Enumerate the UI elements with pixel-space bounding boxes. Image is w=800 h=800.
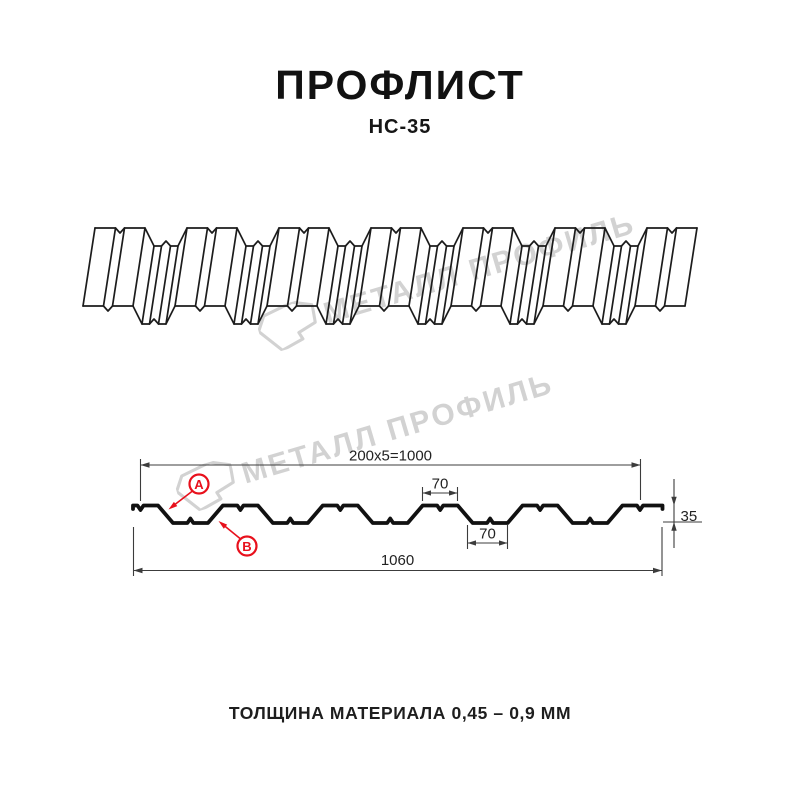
- profile-model-subtitle: НС-35: [368, 116, 432, 138]
- dimension-rib-top-width: 70: [421, 476, 459, 501]
- full-width-label: 1060: [381, 552, 414, 569]
- marker-b-label: В: [242, 539, 251, 554]
- rib-bottom-width-label: 70: [479, 526, 496, 543]
- modular-width-label: 200x5=1000: [349, 448, 432, 465]
- thickness-note: ТОЛЩИНА МАТЕРИАЛА 0,45 – 0,9 ММ: [228, 703, 572, 723]
- watermark-upper: МЕТАЛЛ ПРОФИЛЬ: [253, 202, 641, 355]
- metall-profil-logo-icon: [175, 460, 235, 512]
- watermark-lower: МЕТАЛЛ ПРОФИЛЬ: [171, 362, 559, 515]
- dimension-full-width: 1060: [132, 527, 663, 576]
- sheet-3d-drawing: [82, 227, 698, 325]
- marker-a-label: А: [194, 477, 204, 492]
- metall-profil-logo-icon: [257, 300, 317, 352]
- cross-section-drawing: 200x5=1000 70 70: [131, 448, 702, 576]
- dimension-rib-bottom-width: 70: [466, 525, 509, 549]
- marker-b: В: [218, 521, 258, 557]
- profile-height-label: 35: [681, 508, 698, 525]
- dimension-modular-width: 200x5=1000: [139, 448, 642, 501]
- rib-top-width-label: 70: [432, 476, 449, 493]
- profile-outline: [131, 503, 665, 525]
- dimension-profile-height: 35: [663, 479, 702, 548]
- page-title: ПРОФЛИСТ: [275, 62, 525, 108]
- marker-a: А: [168, 473, 210, 510]
